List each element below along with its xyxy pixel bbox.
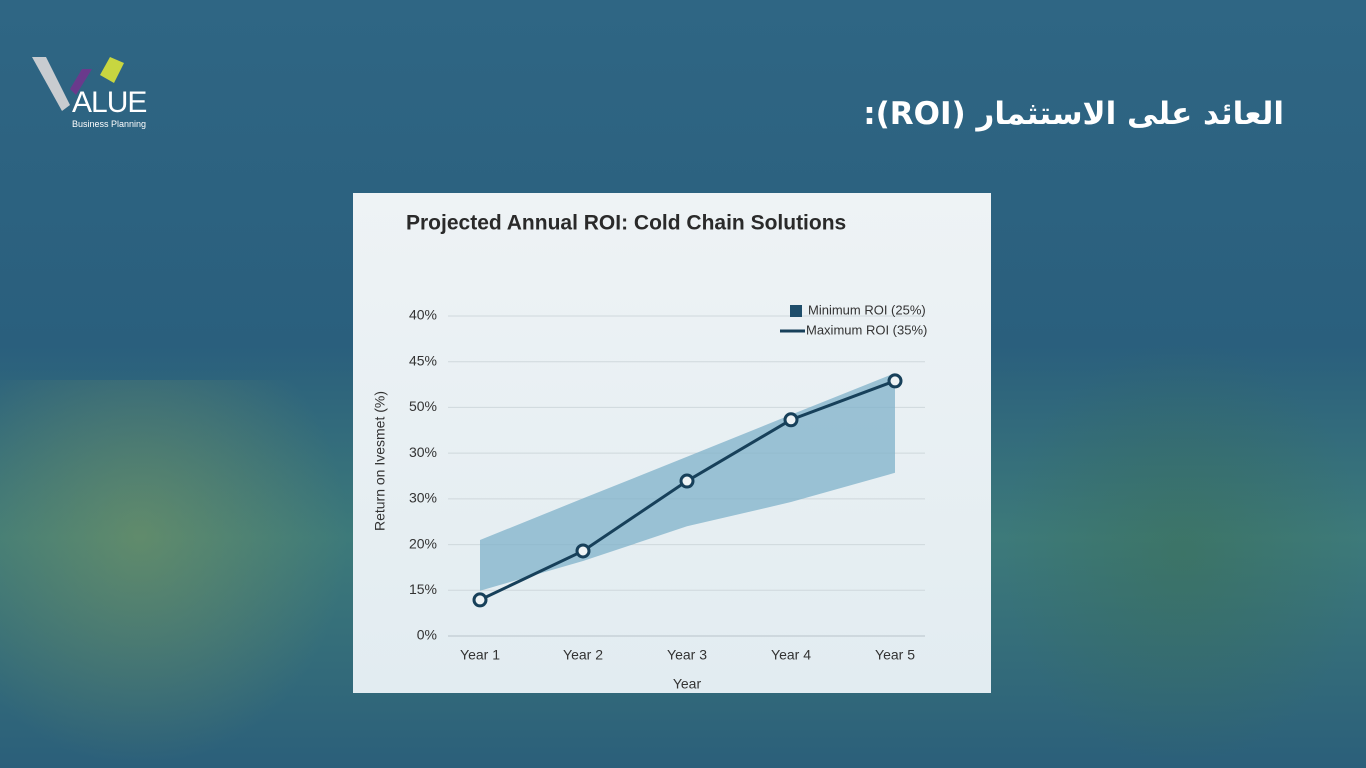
y-tick-label: 45% — [409, 352, 437, 368]
y-tick-label: 0% — [417, 627, 437, 643]
legend-label: Minimum ROI (25%) — [808, 302, 926, 317]
y-tick-label: 30% — [409, 444, 437, 460]
roi-point — [679, 473, 695, 489]
roi-point — [887, 373, 903, 389]
y-tick-label: 50% — [409, 398, 437, 414]
x-tick-label: Year 4 — [771, 647, 811, 663]
y-tick-label: 30% — [409, 490, 437, 506]
y-tick-label: 15% — [409, 581, 437, 597]
logo-wordmark: ALUE — [72, 86, 147, 119]
legend-label: Maximum ROI (35%) — [806, 322, 927, 337]
slide-title: العائد على الاستثمار (ROI): — [863, 96, 1284, 132]
y-axis-label: Return on Ivesmet (%) — [372, 391, 388, 531]
x-tick-label: Year 1 — [460, 647, 500, 663]
logo-mark — [32, 57, 124, 111]
chart-title: Projected Annual ROI: Cold Chain Solutio… — [406, 212, 846, 235]
x-tick-label: Year 3 — [667, 647, 707, 663]
roi-point — [783, 412, 799, 428]
chart: Projected Annual ROI: Cold Chain Solutio… — [353, 193, 991, 693]
y-tick-label: 40% — [409, 307, 437, 323]
legend-swatch — [790, 305, 802, 317]
chart-background — [353, 193, 991, 693]
x-tick-label: Year 5 — [875, 647, 915, 663]
x-tick-label: Year 2 — [563, 647, 603, 663]
logo-tagline: Business Planning — [72, 119, 147, 129]
roi-point — [575, 543, 591, 559]
x-axis-label: Year — [673, 676, 702, 692]
background-produce — [1000, 340, 1366, 768]
roi-point — [472, 592, 488, 608]
background-produce — [0, 380, 350, 768]
y-tick-label: 20% — [409, 535, 437, 551]
